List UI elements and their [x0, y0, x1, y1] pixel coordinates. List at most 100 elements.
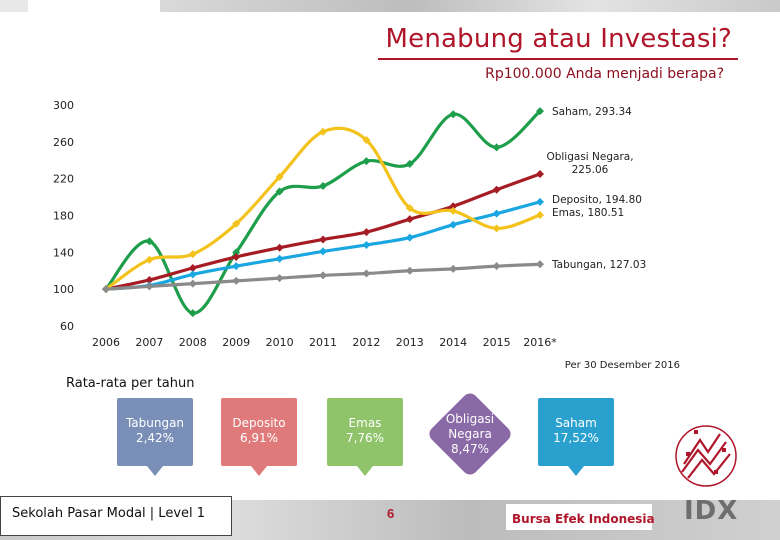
y-tick-label: 60: [60, 320, 74, 333]
series-line-emas: [104, 126, 542, 291]
x-axis-tick-labels: 2006 2007 2008 2009 2010 2011 2012 2013 2014 2015…: [92, 336, 557, 349]
data-point-deposito: [536, 197, 544, 206]
avg-name-saham: Saham: [555, 416, 597, 430]
data-point-tabungan: [145, 282, 154, 291]
data-point-saham: [449, 110, 458, 119]
data-point-obligasi-negara: [449, 202, 458, 211]
header-left-strip: [0, 0, 28, 12]
data-point-tabungan: [362, 269, 371, 278]
data-point-tabungan: [102, 285, 110, 294]
data-point-emas: [319, 127, 327, 136]
data-point-emas: [362, 135, 371, 144]
data-point-emas: [449, 206, 458, 215]
data-point-emas: [405, 204, 414, 213]
avg-value-emas: 7,76%: [345, 431, 385, 445]
avg-bubble-emas: Emas 7,76%: [327, 398, 403, 476]
chart-footnote: Per 30 Desember 2016: [564, 360, 680, 371]
data-point-deposito: [492, 209, 501, 218]
avg-value-saham: 17,52%: [553, 431, 599, 445]
avg-bubble-obligasi: Obligasi Negara 8,47%: [426, 390, 514, 478]
x-tick-label: 2011: [309, 336, 337, 349]
data-point-tabungan: [232, 276, 241, 285]
data-point-obligasi-negara: [319, 235, 327, 244]
data-point-emas: [536, 211, 544, 220]
data-point-obligasi-negara: [232, 252, 241, 261]
avg-bubble-deposito: Deposito 6,91%: [221, 398, 297, 476]
data-point-obligasi-negara: [405, 215, 414, 224]
data-point-deposito: [232, 262, 241, 271]
y-tick-label: 140: [53, 246, 74, 259]
y-tick-label: 220: [53, 173, 74, 186]
page-title: Menabung atau Investasi?: [385, 24, 732, 54]
data-point-saham: [362, 157, 371, 166]
series-lines: [104, 109, 542, 315]
series-line-saham: [104, 109, 542, 315]
data-point-deposito: [405, 233, 414, 242]
brand-name-background: [506, 504, 652, 530]
data-point-saham: [405, 159, 414, 168]
avg-name-deposito: Deposito: [232, 416, 286, 430]
header-banner-image: [160, 0, 780, 12]
x-tick-label: 2012: [352, 336, 380, 349]
series-label-obligasi-negara: Obligasi Negara, 225.06: [546, 151, 633, 176]
series-end-labels: Saham, 293.34 Obligasi Negara, 225.06 Depos…: [546, 106, 646, 271]
data-point-emas: [275, 172, 284, 181]
avg-name-obligasi: Obligasi Negara: [445, 411, 495, 441]
bubble-tail: [568, 466, 584, 476]
data-point-saham: [492, 143, 501, 152]
avg-value-deposito: 6,91%: [239, 431, 279, 445]
data-point-emas: [232, 219, 241, 228]
x-tick-label: 2007: [135, 336, 163, 349]
data-point-saham: [275, 187, 284, 196]
data-point-saham: [536, 107, 544, 116]
avg-value-tabungan: 2,42%: [135, 431, 175, 445]
y-tick-label: 100: [53, 283, 74, 296]
x-tick-label: 2008: [179, 336, 207, 349]
avg-bubble-tabungan: Tabungan 2,42%: [117, 398, 193, 476]
data-point-obligasi-negara: [188, 263, 197, 272]
data-point-tabungan: [405, 266, 414, 275]
footer-course-label: Sekolah Pasar Modal | Level 1: [12, 506, 206, 521]
page-subtitle: Rp100.000 Anda menjadi berapa?: [485, 66, 724, 82]
data-point-deposito: [362, 240, 371, 249]
y-tick-label: 260: [53, 136, 74, 149]
data-point-saham: [319, 182, 327, 191]
data-point-saham: [145, 237, 154, 246]
x-tick-label: 2014: [439, 336, 467, 349]
x-tick-label: 2015: [483, 336, 511, 349]
y-tick-label: 180: [53, 210, 74, 223]
footer-label-box: [0, 496, 232, 536]
data-point-emas: [188, 250, 197, 259]
avg-value-obligasi: 8,47%: [450, 441, 490, 456]
x-tick-label: 2006: [92, 336, 120, 349]
data-point-obligasi-negara: [275, 243, 284, 252]
series-markers: [102, 107, 544, 318]
line-chart: 300 260 220 180 140 100 60 2006 2007 2008 2009 201…: [53, 99, 646, 349]
data-point-obligasi-negara: [145, 275, 154, 284]
data-point-deposito: [319, 247, 327, 256]
data-point-deposito: [188, 270, 197, 279]
x-tick-label: 2009: [222, 336, 250, 349]
series-label-emas: Emas, 180.51: [552, 207, 624, 219]
averages-title: Rata-rata per tahun: [66, 376, 195, 391]
x-tick-label: 2016*: [523, 336, 557, 349]
bubble-tail: [147, 466, 163, 476]
y-axis-tick-labels: 300 260 220 180 140 100 60: [53, 99, 74, 333]
data-point-obligasi-negara: [492, 185, 501, 194]
data-point-deposito: [275, 254, 284, 263]
data-point-tabungan: [449, 264, 458, 273]
data-point-obligasi-negara: [362, 228, 371, 237]
bubble-tail: [251, 466, 267, 476]
avg-bubble-saham: Saham 17,52%: [538, 398, 614, 476]
data-point-tabungan: [536, 260, 544, 269]
data-point-tabungan: [492, 262, 501, 271]
data-point-emas: [145, 255, 154, 264]
brand-name: Bursa Efek Indonesia: [512, 512, 655, 526]
data-point-obligasi-negara: [536, 170, 544, 179]
y-tick-label: 300: [53, 99, 74, 112]
x-tick-label: 2010: [266, 336, 294, 349]
data-point-emas: [492, 224, 501, 233]
data-point-tabungan: [188, 279, 197, 288]
bubble-tail: [357, 466, 373, 476]
data-point-tabungan: [275, 274, 284, 283]
